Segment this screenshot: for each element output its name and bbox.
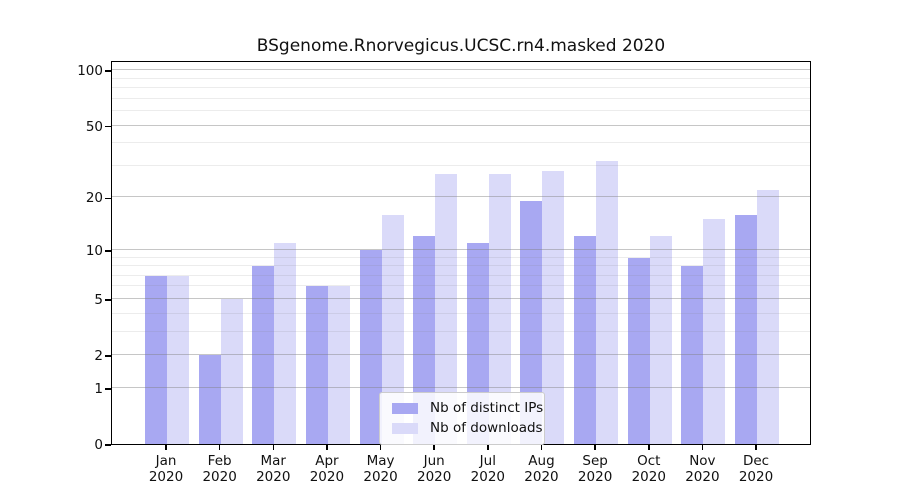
bar-distinct-ips-jan <box>145 275 167 444</box>
bar-downloads-jun <box>435 174 458 444</box>
bar-downloads-feb <box>220 298 243 444</box>
xtick-mark-apr <box>326 445 328 450</box>
bar-downloads-oct <box>649 236 672 444</box>
ytick-mark-100 <box>105 70 111 72</box>
xtick-mark-may <box>379 445 382 450</box>
gridline-40 <box>112 142 810 144</box>
gridline-8 <box>112 265 810 266</box>
xtick-mark-jul <box>487 445 489 450</box>
ytick-label-100: 100 <box>77 63 103 80</box>
bar-distinct-ips-nov <box>681 266 704 444</box>
ytick-mark-0 <box>105 444 111 446</box>
xtick-mark-jun <box>433 445 435 450</box>
legend: Nb of distinct IPs Nb of downloads <box>379 392 545 445</box>
gridline-90 <box>112 77 810 79</box>
xtick-label-feb: Feb 2020 <box>202 453 237 485</box>
plot-area <box>111 61 811 445</box>
xtick-mark-mar <box>272 445 275 450</box>
xtick-mark-feb <box>218 445 221 450</box>
bar-downloads-apr <box>327 286 350 444</box>
xtick-label-sep: Sep 2020 <box>577 453 613 485</box>
xtick-mark-dec <box>755 445 757 450</box>
ytick-mark-1 <box>105 388 111 390</box>
gridline-1 <box>112 386 810 388</box>
ytick-mark-2 <box>105 355 111 357</box>
bar-downloads-jan <box>167 275 189 444</box>
bar-distinct-ips-sep <box>574 236 597 444</box>
ytick-label-2: 2 <box>94 348 103 364</box>
bar-downloads-nov <box>703 219 726 444</box>
bar-distinct-ips-feb <box>198 355 221 444</box>
legend-label-downloads: Nb of downloads <box>430 420 543 436</box>
gridline-70 <box>112 97 810 99</box>
xtick-label-jan: Jan 2020 <box>148 453 184 485</box>
bar-downloads-dec <box>757 190 780 444</box>
bar-distinct-ips-dec <box>735 214 758 444</box>
gridline-10 <box>112 248 810 250</box>
gridline-7 <box>112 274 810 276</box>
bar-downloads-sep <box>596 160 619 444</box>
xtick-label-apr: Apr 2020 <box>309 453 345 485</box>
xtick-label-jul: Jul 2020 <box>470 453 505 485</box>
legend-swatch-distinct-ips <box>392 402 418 414</box>
gridline-30 <box>112 164 810 166</box>
ytick-label-1: 1 <box>94 380 103 397</box>
ytick-mark-5 <box>105 299 111 301</box>
bar-downloads-aug <box>542 171 565 444</box>
legend-row-downloads: Nb of downloads <box>388 418 543 438</box>
xtick-mark-aug <box>540 445 543 450</box>
ytick-label-50: 50 <box>85 118 103 135</box>
legend-label-distinct-ips: Nb of distinct IPs <box>430 400 544 416</box>
ytick-label-5: 5 <box>94 291 103 308</box>
gridline-4 <box>112 312 810 314</box>
gridline-9 <box>112 256 810 258</box>
bar-distinct-ips-aug <box>520 201 543 444</box>
gridline-20 <box>112 196 810 198</box>
xtick-label-aug: Aug 2020 <box>524 453 559 485</box>
gridline-3 <box>112 330 810 332</box>
xtick-mark-jan <box>165 445 167 450</box>
bar-distinct-ips-apr <box>305 286 328 444</box>
xtick-label-jun: Jun 2020 <box>417 453 452 485</box>
gridline-80 <box>112 87 810 88</box>
gridline-2 <box>112 354 810 355</box>
xtick-mark-oct <box>648 445 650 450</box>
gridline-100 <box>112 69 810 71</box>
ytick-label-0: 0 <box>94 437 103 453</box>
ytick-mark-20 <box>105 197 111 200</box>
gridline-5 <box>112 297 810 299</box>
bar-downloads-may <box>381 214 404 444</box>
xtick-label-oct: Oct 2020 <box>631 453 666 485</box>
bar-distinct-ips-mar <box>252 266 275 444</box>
ytick-label-20: 20 <box>85 190 103 207</box>
bar-downloads-jul <box>488 174 511 444</box>
gridline-50 <box>112 124 810 126</box>
xtick-label-dec: Dec 2020 <box>738 453 774 485</box>
xtick-mark-sep <box>594 445 596 450</box>
gridline-6 <box>112 285 810 287</box>
chart-title: BSgenome.Rnorvegicus.UCSC.rn4.masked 202… <box>256 36 666 56</box>
xtick-label-mar: Mar 2020 <box>256 453 291 485</box>
ytick-mark-10 <box>105 250 111 252</box>
legend-row-distinct-ips: Nb of distinct IPs <box>388 398 543 418</box>
xtick-mark-nov <box>701 445 704 450</box>
bar-distinct-ips-oct <box>627 257 650 444</box>
ytick-mark-50 <box>105 125 111 128</box>
xtick-label-nov: Nov 2020 <box>685 453 720 485</box>
bar-downloads-mar <box>274 242 297 444</box>
xtick-label-may: May 2020 <box>363 453 398 485</box>
ytick-label-10: 10 <box>85 242 103 259</box>
bar-distinct-ips-may <box>359 249 382 444</box>
legend-swatch-downloads <box>392 422 418 434</box>
gridline-60 <box>112 110 810 111</box>
